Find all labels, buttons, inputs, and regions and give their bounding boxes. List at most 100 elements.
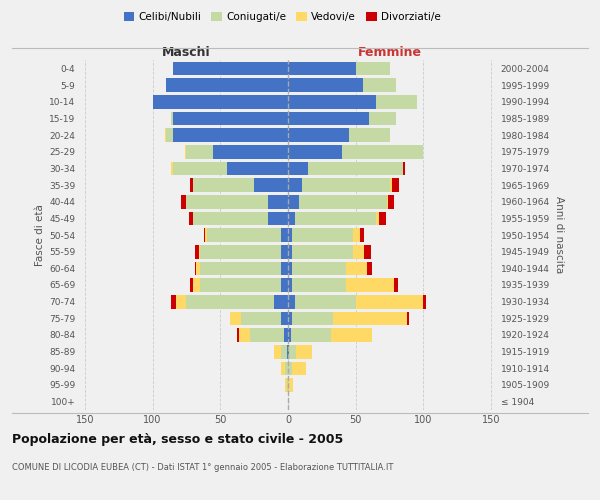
Bar [288, 228, 353, 242]
Bar [288, 145, 342, 158]
Bar [287, 345, 288, 358]
Bar [288, 312, 409, 325]
Bar [205, 228, 288, 242]
Bar [274, 345, 288, 358]
Bar [166, 78, 288, 92]
Bar [288, 295, 356, 308]
Bar [288, 128, 389, 142]
Bar [288, 245, 353, 258]
Bar [193, 212, 288, 225]
Bar [187, 145, 288, 158]
Bar [288, 212, 376, 225]
Bar [152, 95, 288, 108]
Bar [288, 278, 394, 292]
Bar [288, 162, 308, 175]
Bar [288, 62, 389, 75]
Bar [288, 212, 379, 225]
Bar [288, 162, 403, 175]
Bar [173, 62, 288, 75]
Bar [288, 312, 333, 325]
Bar [288, 228, 292, 242]
Bar [200, 262, 288, 275]
Bar [288, 112, 397, 125]
Bar [281, 228, 288, 242]
Bar [288, 362, 305, 375]
Legend: Celibi/Nubili, Coniugati/e, Vedovi/e, Divorziati/e: Celibi/Nubili, Coniugati/e, Vedovi/e, Di… [119, 8, 445, 26]
Bar [284, 328, 288, 342]
Bar [287, 378, 288, 392]
Bar [288, 278, 346, 292]
Bar [288, 195, 299, 208]
Bar [288, 228, 360, 242]
Bar [288, 345, 296, 358]
Bar [166, 78, 288, 92]
Bar [288, 178, 302, 192]
Bar [288, 112, 397, 125]
Bar [288, 178, 392, 192]
Bar [288, 328, 372, 342]
Bar [288, 195, 394, 208]
Bar [288, 245, 292, 258]
Bar [173, 128, 288, 142]
Bar [288, 62, 356, 75]
Bar [193, 178, 288, 192]
Bar [214, 145, 288, 158]
Bar [281, 345, 288, 358]
Bar [172, 295, 288, 308]
Bar [172, 162, 288, 175]
Bar [288, 295, 426, 308]
Bar [193, 178, 288, 192]
Bar [274, 295, 288, 308]
Bar [288, 112, 369, 125]
Bar [288, 95, 376, 108]
Bar [281, 362, 288, 375]
Bar [288, 245, 364, 258]
Bar [207, 228, 288, 242]
Bar [196, 262, 288, 275]
Bar [204, 228, 288, 242]
Bar [281, 278, 288, 292]
Bar [288, 145, 424, 158]
Bar [199, 245, 288, 258]
Bar [239, 328, 288, 342]
Bar [288, 312, 292, 325]
Bar [185, 145, 288, 158]
Bar [250, 328, 288, 342]
Bar [288, 178, 389, 192]
Bar [200, 245, 288, 258]
Bar [268, 195, 288, 208]
Bar [193, 212, 288, 225]
Bar [288, 178, 399, 192]
Bar [152, 95, 288, 108]
Y-axis label: Anni di nascita: Anni di nascita [554, 196, 564, 274]
Bar [281, 245, 288, 258]
Bar [288, 145, 424, 158]
Bar [194, 245, 288, 258]
Bar [288, 128, 349, 142]
Bar [187, 295, 288, 308]
Bar [165, 128, 288, 142]
Bar [285, 362, 288, 375]
Bar [288, 262, 292, 275]
Bar [288, 295, 424, 308]
Bar [172, 112, 288, 125]
Bar [173, 62, 288, 75]
Text: Popolazione per età, sesso e stato civile - 2005: Popolazione per età, sesso e stato civil… [12, 432, 343, 446]
Bar [189, 212, 288, 225]
Bar [254, 178, 288, 192]
Bar [288, 362, 292, 375]
Bar [288, 95, 417, 108]
Bar [288, 278, 398, 292]
Bar [288, 128, 389, 142]
Bar [173, 62, 288, 75]
Y-axis label: Fasce di età: Fasce di età [35, 204, 45, 266]
Bar [194, 262, 288, 275]
Bar [281, 262, 288, 275]
Bar [227, 162, 288, 175]
Bar [172, 112, 288, 125]
Bar [173, 112, 288, 125]
Bar [288, 95, 417, 108]
Bar [190, 278, 288, 292]
Bar [181, 195, 288, 208]
Bar [200, 278, 288, 292]
